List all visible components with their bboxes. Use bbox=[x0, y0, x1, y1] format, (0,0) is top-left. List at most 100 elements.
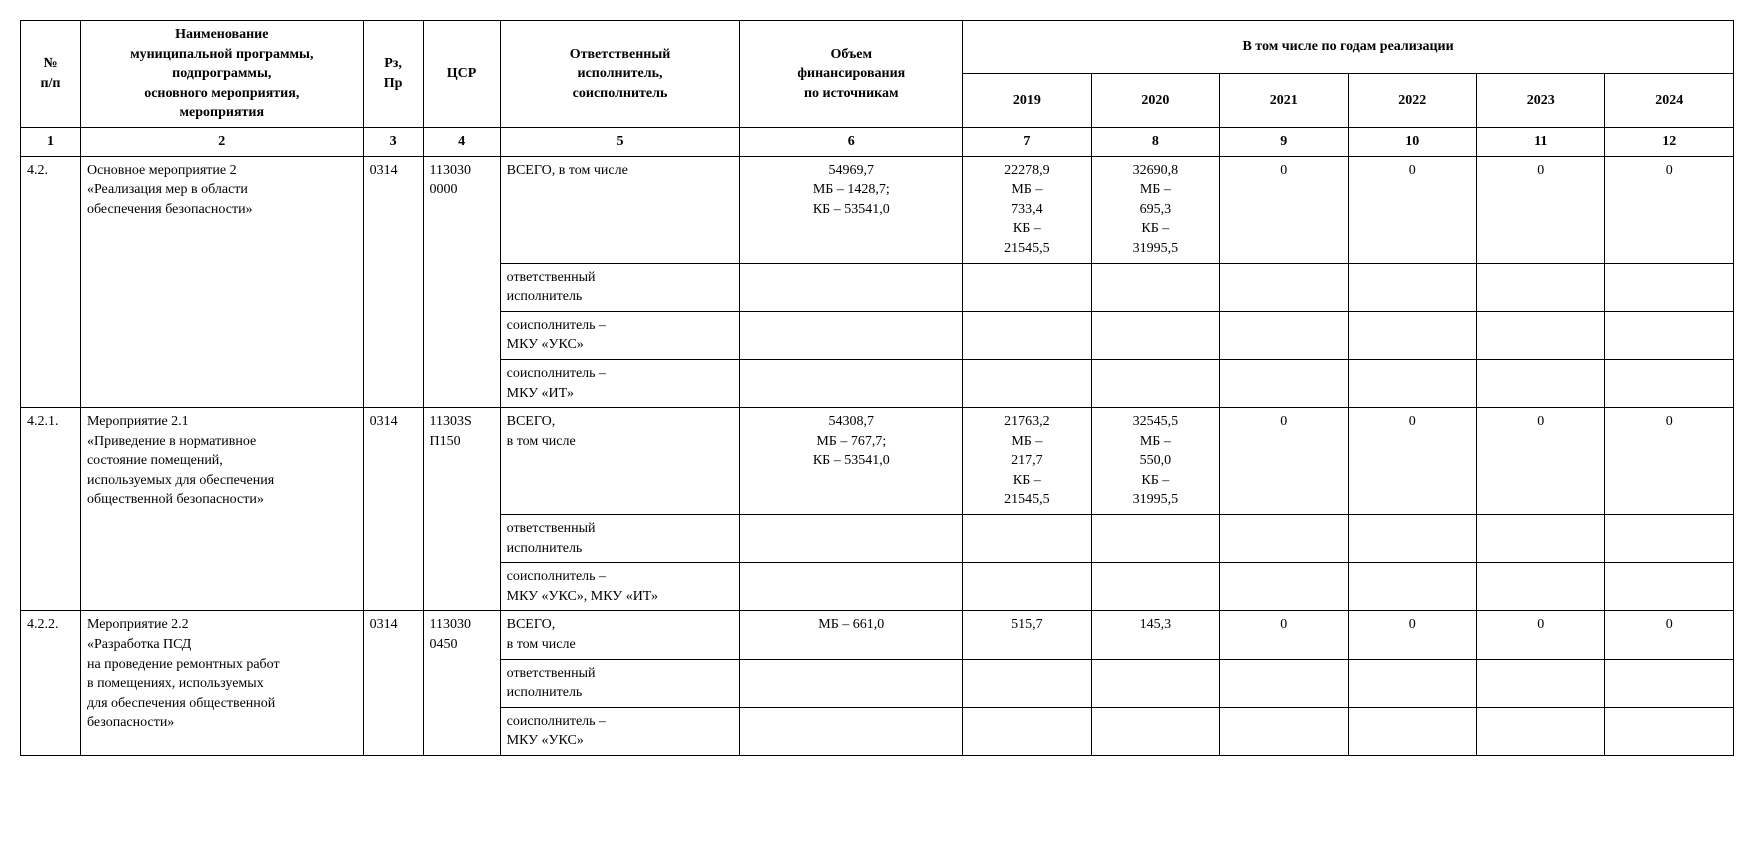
cell-year-value bbox=[1477, 311, 1605, 359]
cell-year-value bbox=[963, 311, 1091, 359]
header-name: Наименование муниципальной программы, по… bbox=[80, 21, 363, 128]
cell-year-value: 0 bbox=[1348, 156, 1476, 263]
cell-num: 4.2.2. bbox=[21, 611, 81, 756]
cell-year-value bbox=[1348, 659, 1476, 707]
cell-responsible: соисполнитель – МКУ «УКС», МКУ «ИТ» bbox=[500, 563, 740, 611]
cell-year-value bbox=[1091, 359, 1219, 407]
cell-year-value: 32690,8 МБ – 695,3 КБ – 31995,5 bbox=[1091, 156, 1219, 263]
header-year: 2022 bbox=[1348, 74, 1476, 127]
cell-year-value bbox=[1220, 515, 1348, 563]
cell-volume bbox=[740, 263, 963, 311]
cell-year-value bbox=[1477, 359, 1605, 407]
header-year: 2020 bbox=[1091, 74, 1219, 127]
colnum: 8 bbox=[1091, 127, 1219, 156]
table-row: 4.2.2.Мероприятие 2.2 «Разработка ПСД на… bbox=[21, 611, 1734, 659]
cell-year-value bbox=[1091, 515, 1219, 563]
cell-year-value: 22278,9 МБ – 733,4 КБ – 21545,5 bbox=[963, 156, 1091, 263]
cell-year-value: 0 bbox=[1477, 611, 1605, 659]
cell-year-value bbox=[1220, 263, 1348, 311]
cell-year-value bbox=[963, 563, 1091, 611]
cell-responsible: соисполнитель – МКУ «ИТ» bbox=[500, 359, 740, 407]
cell-year-value bbox=[1220, 707, 1348, 755]
cell-year-value: 0 bbox=[1348, 611, 1476, 659]
cell-year-value bbox=[963, 707, 1091, 755]
cell-year-value: 0 bbox=[1605, 611, 1734, 659]
cell-year-value bbox=[1605, 359, 1734, 407]
cell-responsible: ВСЕГО, в том числе bbox=[500, 408, 740, 515]
cell-year-value bbox=[1091, 311, 1219, 359]
cell-responsible: соисполнитель – МКУ «УКС» bbox=[500, 707, 740, 755]
cell-num: 4.2. bbox=[21, 156, 81, 408]
table-row: 4.2.Основное мероприятие 2 «Реализация м… bbox=[21, 156, 1734, 263]
header-resp: Ответственный исполнитель, соисполнитель bbox=[500, 21, 740, 128]
cell-csr: 113030 0450 bbox=[423, 611, 500, 756]
colnum: 3 bbox=[363, 127, 423, 156]
cell-year-value bbox=[1348, 515, 1476, 563]
cell-year-value: 515,7 bbox=[963, 611, 1091, 659]
cell-year-value: 0 bbox=[1605, 156, 1734, 263]
colnum: 4 bbox=[423, 127, 500, 156]
header-vol: Объем финансирования по источникам bbox=[740, 21, 963, 128]
colnum: 1 bbox=[21, 127, 81, 156]
colnum: 5 bbox=[500, 127, 740, 156]
table-row: 4.2.1.Мероприятие 2.1 «Приведение в норм… bbox=[21, 408, 1734, 515]
cell-year-value bbox=[1605, 263, 1734, 311]
header-rz: Рз, Пр bbox=[363, 21, 423, 128]
cell-volume bbox=[740, 563, 963, 611]
column-numbers-row: 1 2 3 4 5 6 7 8 9 10 11 12 bbox=[21, 127, 1734, 156]
cell-year-value bbox=[1605, 563, 1734, 611]
cell-num: 4.2.1. bbox=[21, 408, 81, 611]
cell-year-value bbox=[1220, 359, 1348, 407]
cell-year-value bbox=[1605, 659, 1734, 707]
cell-name: Мероприятие 2.1 «Приведение в нормативно… bbox=[80, 408, 363, 611]
cell-year-value: 0 bbox=[1477, 156, 1605, 263]
header-year: 2021 bbox=[1220, 74, 1348, 127]
cell-year-value bbox=[1220, 563, 1348, 611]
header-year: 2023 bbox=[1477, 74, 1605, 127]
cell-year-value bbox=[1091, 563, 1219, 611]
cell-year-value: 145,3 bbox=[1091, 611, 1219, 659]
cell-year-value bbox=[1477, 263, 1605, 311]
cell-responsible: соисполнитель – МКУ «УКС» bbox=[500, 311, 740, 359]
cell-year-value bbox=[1091, 659, 1219, 707]
colnum: 7 bbox=[963, 127, 1091, 156]
cell-year-value bbox=[1477, 515, 1605, 563]
colnum: 9 bbox=[1220, 127, 1348, 156]
cell-responsible: ответственный исполнитель bbox=[500, 263, 740, 311]
colnum: 6 bbox=[740, 127, 963, 156]
cell-year-value bbox=[1605, 311, 1734, 359]
cell-year-value bbox=[963, 359, 1091, 407]
cell-volume: 54308,7 МБ – 767,7; КБ – 53541,0 bbox=[740, 408, 963, 515]
cell-year-value bbox=[1348, 263, 1476, 311]
cell-year-value: 0 bbox=[1605, 408, 1734, 515]
header-year: 2019 bbox=[963, 74, 1091, 127]
cell-year-value bbox=[1477, 563, 1605, 611]
cell-year-value bbox=[1091, 263, 1219, 311]
cell-rz: 0314 bbox=[363, 156, 423, 408]
cell-year-value bbox=[1348, 311, 1476, 359]
header-year: 2024 bbox=[1605, 74, 1734, 127]
cell-year-value: 0 bbox=[1477, 408, 1605, 515]
cell-year-value bbox=[1348, 707, 1476, 755]
cell-year-value bbox=[1605, 515, 1734, 563]
cell-year-value: 32545,5 МБ – 550,0 КБ – 31995,5 bbox=[1091, 408, 1219, 515]
cell-responsible: ответственный исполнитель bbox=[500, 659, 740, 707]
cell-volume: 54969,7 МБ – 1428,7; КБ – 53541,0 bbox=[740, 156, 963, 263]
cell-year-value bbox=[1220, 659, 1348, 707]
cell-volume bbox=[740, 515, 963, 563]
cell-year-value bbox=[963, 515, 1091, 563]
cell-volume: МБ – 661,0 bbox=[740, 611, 963, 659]
header-num: № п/п bbox=[21, 21, 81, 128]
budget-table: № п/п Наименование муниципальной програм… bbox=[20, 20, 1734, 756]
cell-name: Основное мероприятие 2 «Реализация мер в… bbox=[80, 156, 363, 408]
colnum: 11 bbox=[1477, 127, 1605, 156]
header-csr: ЦСР bbox=[423, 21, 500, 128]
cell-volume bbox=[740, 659, 963, 707]
cell-volume bbox=[740, 311, 963, 359]
colnum: 12 bbox=[1605, 127, 1734, 156]
cell-year-value bbox=[1091, 707, 1219, 755]
colnum: 10 bbox=[1348, 127, 1476, 156]
cell-volume bbox=[740, 707, 963, 755]
cell-year-value bbox=[963, 659, 1091, 707]
cell-year-value bbox=[1220, 311, 1348, 359]
